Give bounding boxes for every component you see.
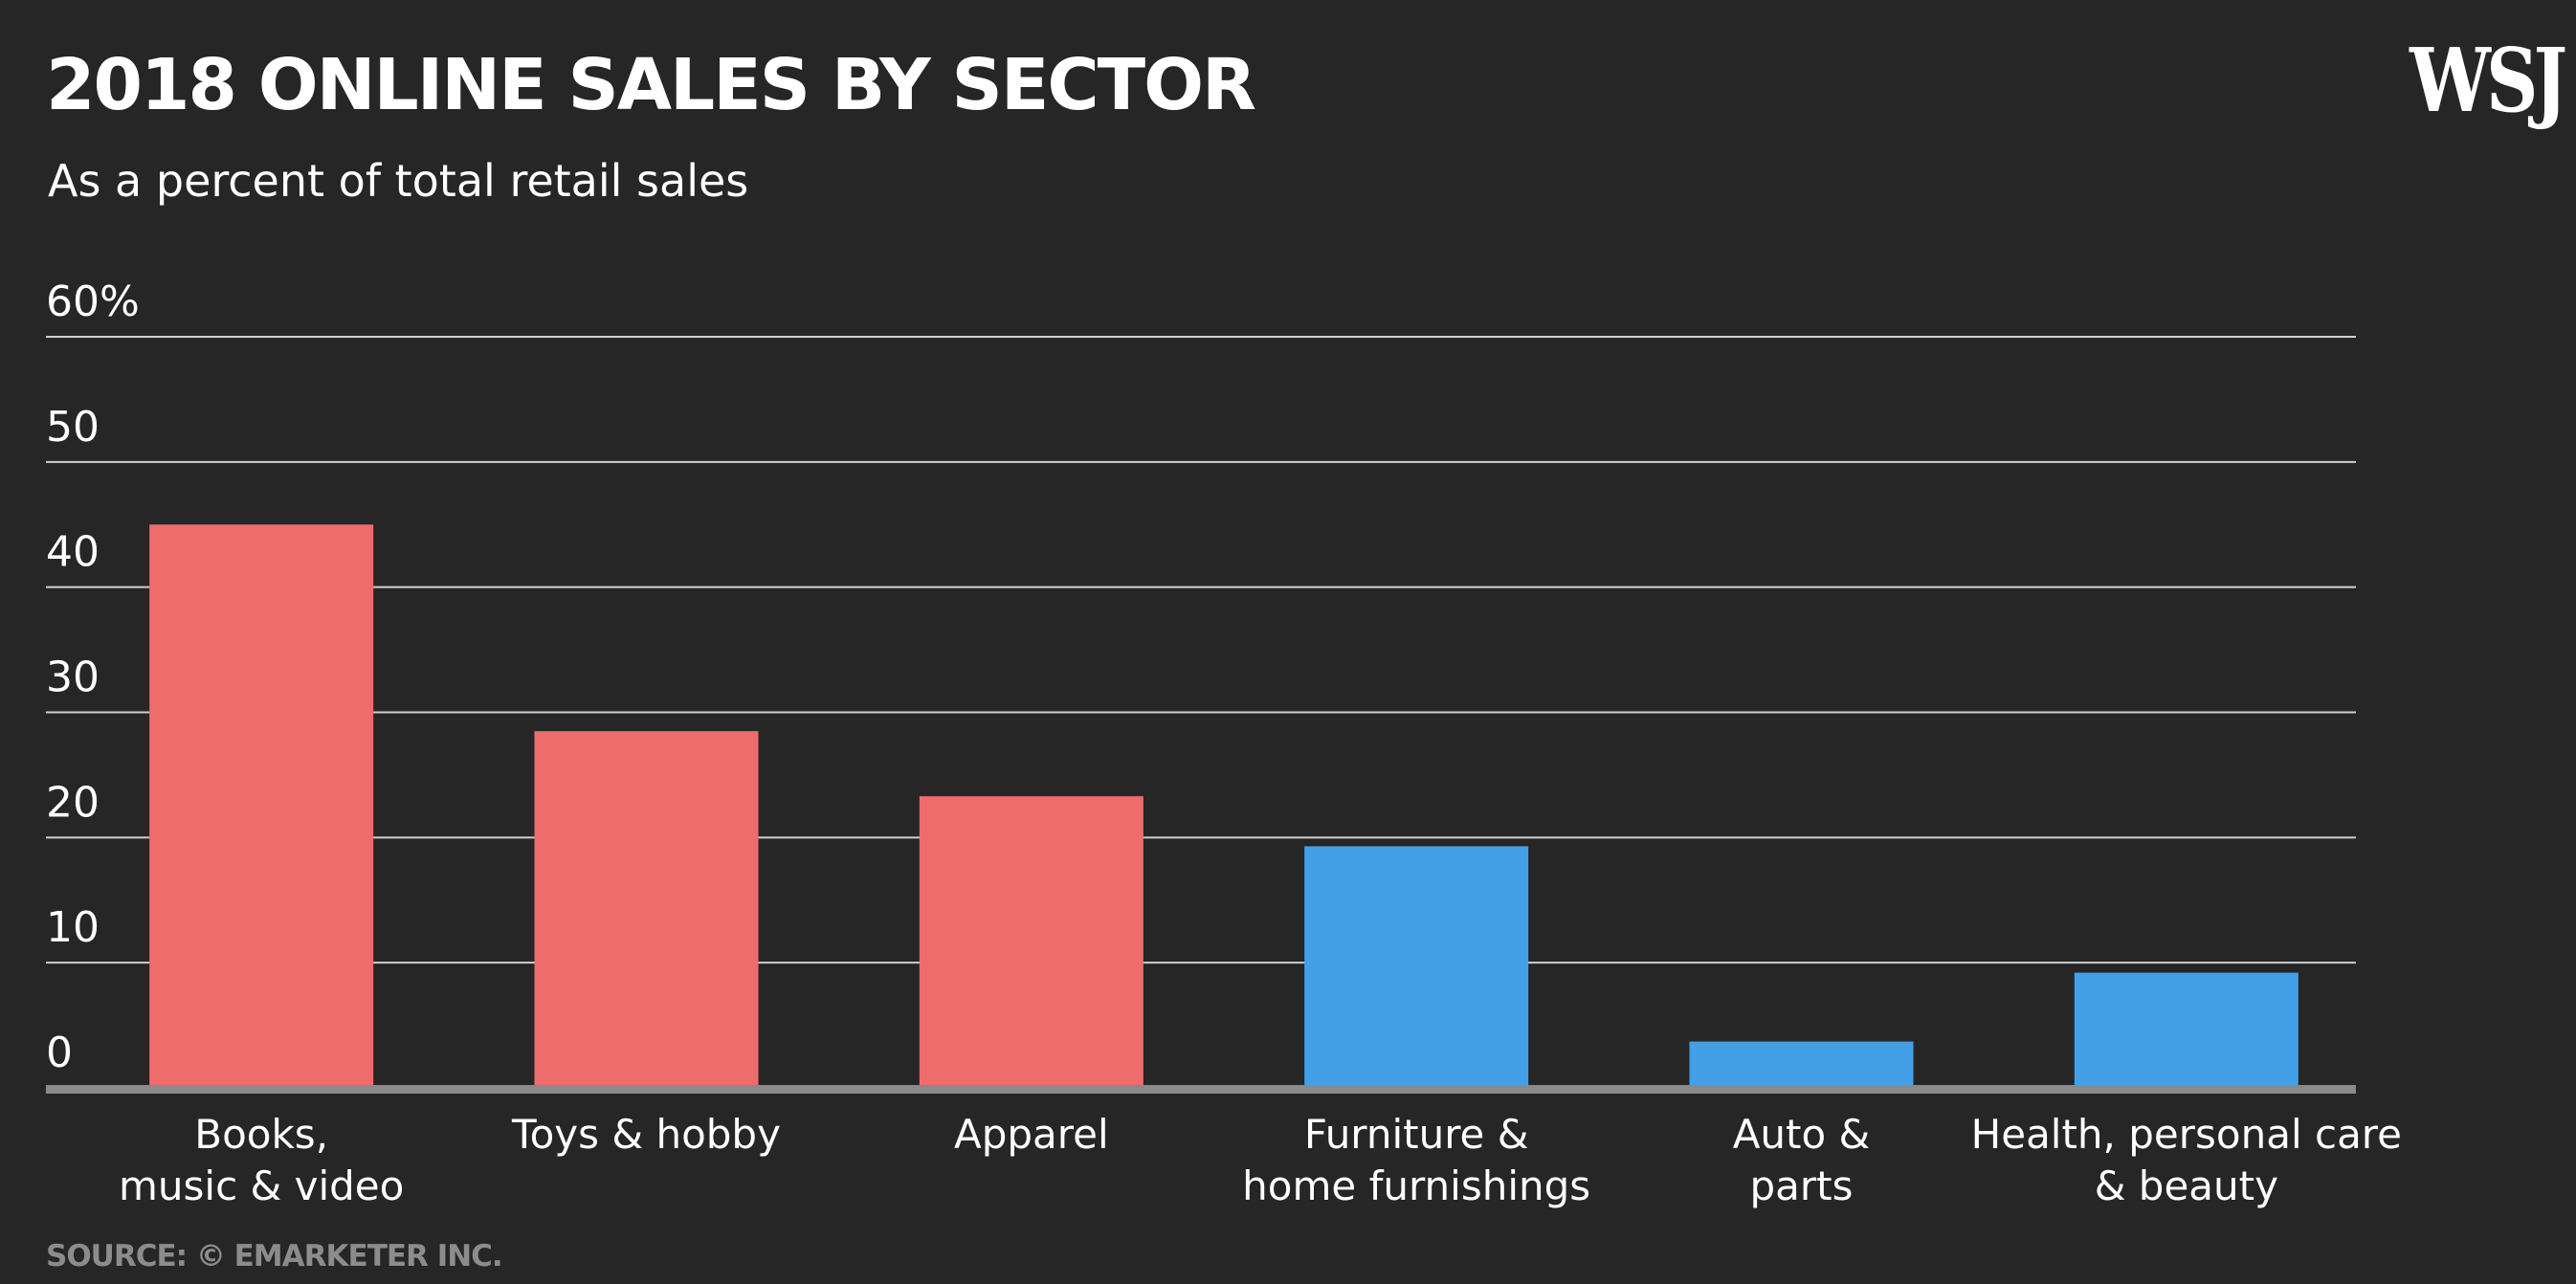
y-tick-label-50: 50	[46, 403, 100, 452]
x-axis	[46, 1085, 2356, 1094]
chart-title: 2018 ONLINE SALES BY SECTOR	[46, 44, 1256, 126]
x-category-label-3-0: Furniture &	[1304, 1111, 1529, 1158]
y-axis-tick-labels: 0 10 20 30 40 50 60%	[46, 277, 140, 1077]
bar-5	[2074, 972, 2298, 1088]
bars	[149, 524, 2298, 1088]
x-category-label-0-0: Books,	[194, 1111, 328, 1158]
gridlines	[46, 336, 2356, 964]
x-category-label-2-0: Apparel	[954, 1111, 1109, 1158]
x-category-label-1-0: Toys & hobby	[511, 1111, 781, 1158]
y-tick-label-60: 60%	[46, 277, 140, 326]
x-category-label-4-1: parts	[1749, 1162, 1853, 1209]
y-tick-label-10: 10	[46, 903, 100, 952]
x-category-label-5-0: Health, personal care	[1971, 1111, 2402, 1158]
x-category-label-5-1: & beauty	[2095, 1162, 2278, 1209]
bar-4	[1689, 1041, 1914, 1088]
x-axis-baseline	[46, 1085, 2356, 1094]
bar-3	[1304, 846, 1529, 1088]
x-category-label-4-0: Auto &	[1733, 1111, 1871, 1158]
bar-2	[919, 796, 1144, 1088]
y-tick-label-40: 40	[46, 528, 100, 577]
y-tick-label-30: 30	[46, 653, 100, 702]
x-category-label-3-1: home furnishings	[1242, 1162, 1590, 1209]
chart-subtitle: As a percent of total retail sales	[48, 155, 749, 207]
x-axis-category-labels: Books,music & video Toys & hobby Apparel Fu…	[119, 1111, 2402, 1209]
y-tick-label-0: 0	[46, 1029, 73, 1077]
bar-1	[534, 731, 759, 1088]
wsj-logo: WSJ	[2409, 29, 2567, 132]
source-note: SOURCE: © EMARKETER INC.	[46, 1239, 503, 1273]
y-tick-label-20: 20	[46, 778, 100, 827]
x-category-label-0-1: music & video	[119, 1162, 404, 1209]
bar-0	[149, 524, 374, 1088]
